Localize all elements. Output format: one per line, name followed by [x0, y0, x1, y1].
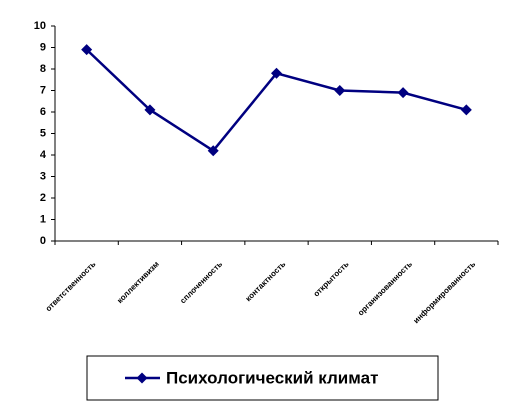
- y-tick-label: 4: [40, 149, 47, 161]
- x-tick-label: открытость: [312, 259, 351, 298]
- x-tick-label: организованность: [356, 259, 414, 317]
- y-tick-label: 10: [34, 20, 46, 32]
- y-tick-label: 2: [40, 192, 46, 204]
- marker: [460, 104, 472, 116]
- y-tick-label: 3: [40, 170, 46, 182]
- y-tick-label: 9: [40, 41, 46, 53]
- marker: [207, 145, 219, 157]
- legend-label: Психологический климат: [166, 368, 378, 387]
- x-tick-label: сплоченность: [178, 259, 224, 305]
- x-tick-label: контактность: [244, 259, 288, 303]
- x-tick-label: информированность: [412, 259, 478, 325]
- y-tick-label: 8: [40, 63, 46, 75]
- marker: [144, 104, 156, 116]
- x-tick-label: коллективизм: [115, 259, 161, 305]
- y-tick-label: 0: [40, 235, 46, 247]
- marker: [397, 87, 409, 99]
- x-tick-label: ответственность: [44, 259, 98, 313]
- marker: [81, 44, 93, 56]
- y-tick-label: 1: [40, 213, 46, 225]
- y-tick-label: 7: [40, 84, 46, 96]
- line: [85, 48, 467, 153]
- marker: [271, 67, 282, 79]
- marker: [334, 85, 346, 96]
- legend-marker: [136, 372, 148, 384]
- y-tick-label: 5: [40, 127, 46, 139]
- y-tick-label: 6: [40, 106, 46, 118]
